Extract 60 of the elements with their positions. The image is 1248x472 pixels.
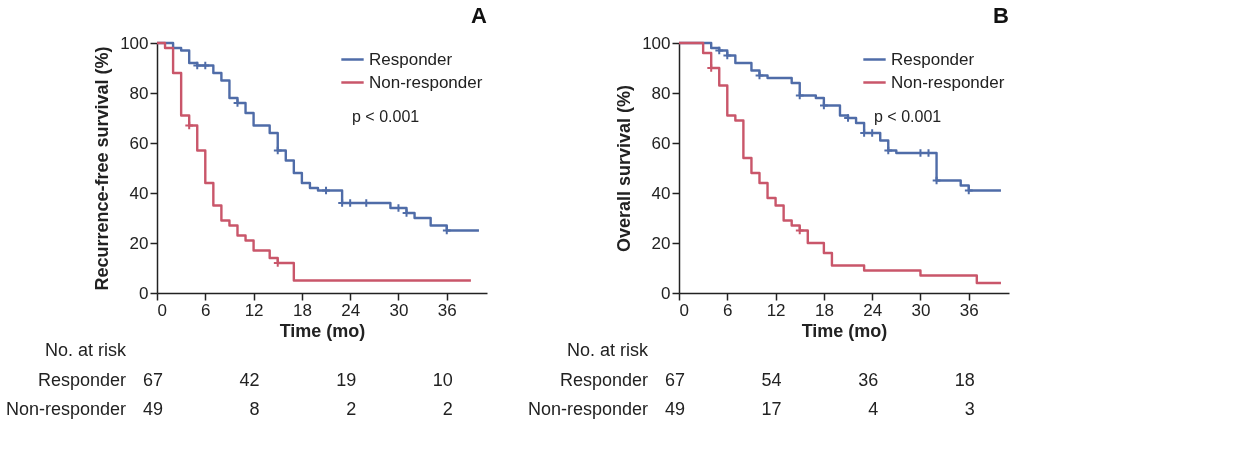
y-tick-label: 80 <box>651 83 671 103</box>
x-tick-label: 24 <box>341 300 361 320</box>
text: 54 <box>761 370 782 390</box>
legend-label: Responder <box>369 49 453 69</box>
text: No. at risk <box>44 340 127 360</box>
x-tick-label: 36 <box>959 300 979 320</box>
text: Non-responder <box>5 399 126 419</box>
y-axis-title: Recurrence-free survival (%) <box>92 46 113 291</box>
text: Responder <box>559 370 648 390</box>
y-axis-title: Overall survival (%) <box>614 84 635 253</box>
text: 36 <box>858 370 879 390</box>
x-tick-label: 0 <box>157 300 167 320</box>
y-tick-label: 40 <box>651 183 671 203</box>
text: 2 <box>442 399 453 419</box>
chart-title: B <box>993 3 1009 28</box>
text: 8 <box>249 399 260 419</box>
x-tick-label: 6 <box>201 300 211 320</box>
x-axis-title: Time (mo) <box>801 320 888 341</box>
text: 49 <box>142 399 163 419</box>
x-tick-label: 12 <box>766 300 786 320</box>
y-tick-label: 0 <box>139 283 149 303</box>
x-tick-label: 30 <box>389 300 409 320</box>
x-tick-label: 12 <box>244 300 264 320</box>
x-tick-label: 36 <box>437 300 457 320</box>
text: Non-responder <box>527 399 648 419</box>
text: 17 <box>761 399 782 419</box>
x-tick-label: 18 <box>292 300 312 320</box>
legend-label: Responder <box>891 49 975 69</box>
text: 10 <box>432 370 453 390</box>
legend-label: Non-responder <box>369 72 483 92</box>
x-tick-label: 30 <box>911 300 931 320</box>
y-tick-label: 100 <box>642 33 671 53</box>
y-tick-label: 60 <box>129 133 149 153</box>
text: 19 <box>336 370 357 390</box>
y-tick-label: 80 <box>129 83 149 103</box>
text: Responder <box>37 370 126 390</box>
text: 4 <box>868 399 879 419</box>
text: No. at risk <box>566 340 649 360</box>
annotation: p < 0.001 <box>352 108 420 125</box>
x-tick-label: 0 <box>679 300 689 320</box>
annotation: p < 0.001 <box>874 108 942 125</box>
y-tick-label: 40 <box>129 183 149 203</box>
text: 67 <box>142 370 163 390</box>
y-tick-label: 100 <box>120 33 149 53</box>
y-tick-label: 20 <box>129 233 149 253</box>
text: 49 <box>664 399 685 419</box>
text: 42 <box>239 370 260 390</box>
x-tick-label: 6 <box>723 300 733 320</box>
y-tick-label: 0 <box>661 283 671 303</box>
y-tick-label: 20 <box>651 233 671 253</box>
y-tick-label: 60 <box>651 133 671 153</box>
text: 3 <box>964 399 975 419</box>
text: 67 <box>664 370 685 390</box>
x-tick-label: 18 <box>814 300 834 320</box>
text: 18 <box>954 370 975 390</box>
x-tick-label: 24 <box>863 300 883 320</box>
legend-label: Non-responder <box>891 72 1005 92</box>
text: 2 <box>346 399 357 419</box>
chart-title: A <box>471 3 488 28</box>
x-axis-title: Time (mo) <box>279 320 366 341</box>
